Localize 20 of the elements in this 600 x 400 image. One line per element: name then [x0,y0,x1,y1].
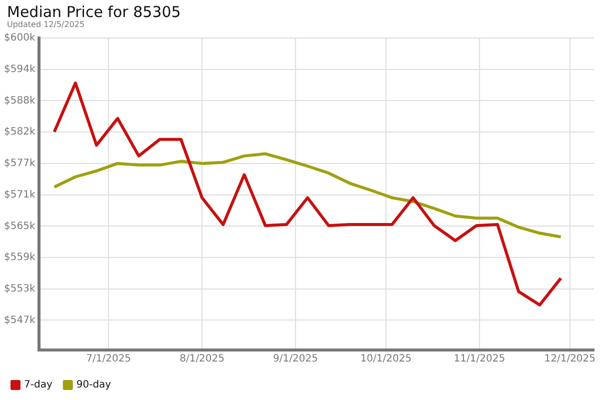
legend-label: 7-day [24,380,52,391]
x-tick-label: 8/1/2025 [180,354,225,365]
y-tick-label: $565k [4,220,36,232]
y-tick-label: $553k [4,283,36,294]
y-tick-label: $571k [4,189,36,200]
x-tick-label: 9/1/2025 [273,354,318,365]
y-tick-label: $588k [4,95,36,106]
y-tick-label: $559k [4,252,36,264]
x-tick-label: 11/1/2025 [454,354,506,365]
y-tick-label: $547k [4,314,36,326]
y-tick-label: $594k [4,64,36,75]
chart-subtitle: Updated 12/5/2025 [7,20,85,29]
chart-title: Median Price for 85305 [7,3,181,21]
x-tick-label: 12/1/2025 [544,354,596,365]
legend-label: 90-day [76,380,112,391]
x-tick-label: 10/1/2025 [360,354,412,365]
x-tick-label: 7/1/2025 [86,354,132,365]
y-tick-label: $600k [4,32,36,44]
y-tick-label: $577k [4,158,36,170]
y-tick-label: $582k [4,126,36,138]
